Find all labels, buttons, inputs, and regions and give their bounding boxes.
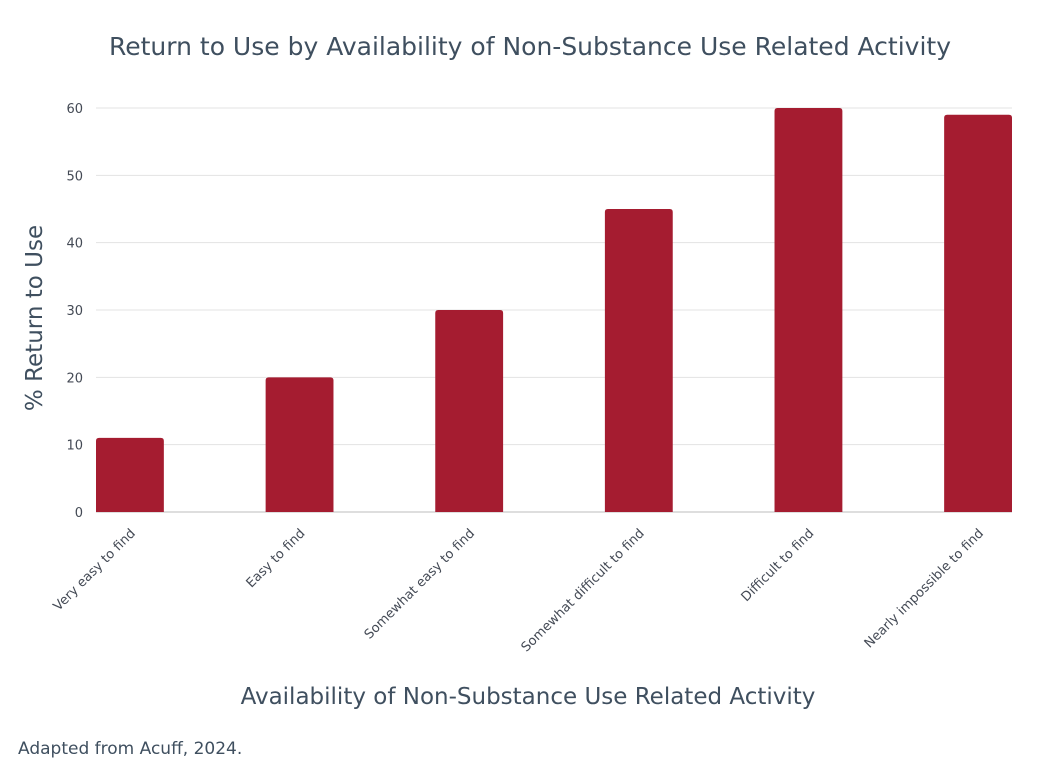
y-tick-label: 0: [75, 506, 83, 521]
y-tick-label: 30: [66, 304, 83, 319]
bars: [96, 108, 1012, 512]
x-tick-label: Easy to find: [244, 526, 309, 591]
source-note: Adapted from Acuff, 2024.: [18, 739, 242, 759]
gridlines: [96, 107, 1012, 513]
x-axis-title: Availability of Non-Substance Use Relate…: [241, 684, 816, 710]
x-tick-label: Difficult to find: [739, 526, 818, 605]
chart-title: Return to Use by Availability of Non-Sub…: [109, 32, 951, 61]
y-axis-title: % Return to Use: [22, 225, 48, 411]
y-tick-label: 40: [66, 237, 83, 252]
bar: [96, 437, 164, 512]
bar: [774, 108, 843, 512]
y-tick-label: 60: [66, 102, 83, 117]
bar: [435, 310, 504, 512]
y-tick-label: 50: [66, 169, 83, 184]
bar: [944, 114, 1012, 512]
bar: [604, 209, 673, 512]
x-tick-label: Somewhat difficult to find: [519, 526, 648, 655]
x-tick-label: Nearly impossible to find: [862, 526, 987, 651]
y-axis-ticks: 0 10 20 30 40 50 60: [66, 102, 83, 521]
y-tick-label: 20: [66, 371, 83, 386]
x-tick-label: Somewhat easy to find: [362, 526, 478, 642]
y-tick-label: 10: [66, 439, 83, 454]
x-tick-label: Very easy to find: [51, 526, 139, 614]
bar: [265, 377, 334, 512]
x-axis-ticks: Very easy to find Easy to find Somewhat ea…: [51, 526, 987, 655]
